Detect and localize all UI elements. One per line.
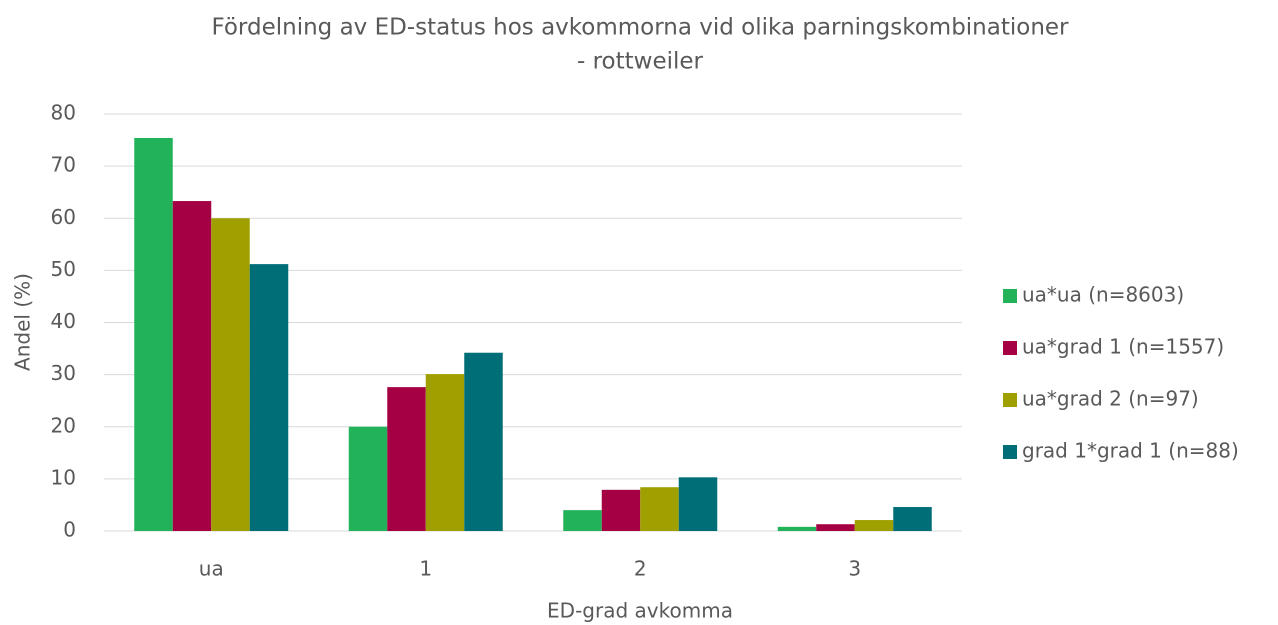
bar (640, 487, 679, 531)
y-tick-label: 30 (51, 361, 76, 385)
chart-title: Fördelning av ED-status hos avkommorna v… (211, 15, 1069, 41)
y-tick-label: 60 (51, 205, 76, 229)
bar (601, 489, 641, 531)
bar (893, 507, 932, 531)
bar (249, 264, 289, 531)
bar (854, 520, 894, 531)
bar (172, 201, 212, 531)
y-axis-label: Andel (%) (11, 273, 35, 371)
legend-swatch (1003, 289, 1017, 303)
y-tick-label: 10 (51, 465, 76, 489)
bar (134, 137, 173, 532)
x-tick-label: 1 (419, 557, 432, 581)
legend-swatch (1003, 393, 1017, 407)
bar (387, 387, 426, 531)
bar (777, 526, 817, 531)
y-tick-label: 80 (51, 101, 76, 125)
x-tick-label: 2 (634, 557, 647, 581)
x-tick-label: ua (199, 557, 224, 581)
bar (563, 510, 602, 531)
bar (211, 218, 250, 531)
chart-title: - rottweiler (577, 49, 704, 75)
bar (464, 352, 503, 531)
legend-swatch (1003, 341, 1017, 355)
bar (348, 426, 388, 531)
y-tick-label: 0 (63, 518, 76, 542)
legend-label: ua*grad 1 (n=1557) (1022, 335, 1224, 359)
legend-label: grad 1*grad 1 (n=88) (1022, 439, 1239, 463)
y-tick-label: 40 (51, 309, 76, 333)
bar (425, 374, 465, 531)
bar (678, 477, 718, 531)
bar (816, 524, 855, 531)
y-tick-label: 70 (51, 153, 76, 177)
legend-label: ua*ua (n=8603) (1022, 283, 1184, 307)
y-tick-label: 50 (51, 257, 76, 281)
legend-swatch (1003, 445, 1017, 459)
legend-label: ua*grad 2 (n=97) (1022, 387, 1199, 411)
y-tick-label: 20 (51, 413, 76, 437)
x-axis-label: ED-grad avkomma (547, 599, 733, 623)
x-tick-label: 3 (848, 557, 861, 581)
